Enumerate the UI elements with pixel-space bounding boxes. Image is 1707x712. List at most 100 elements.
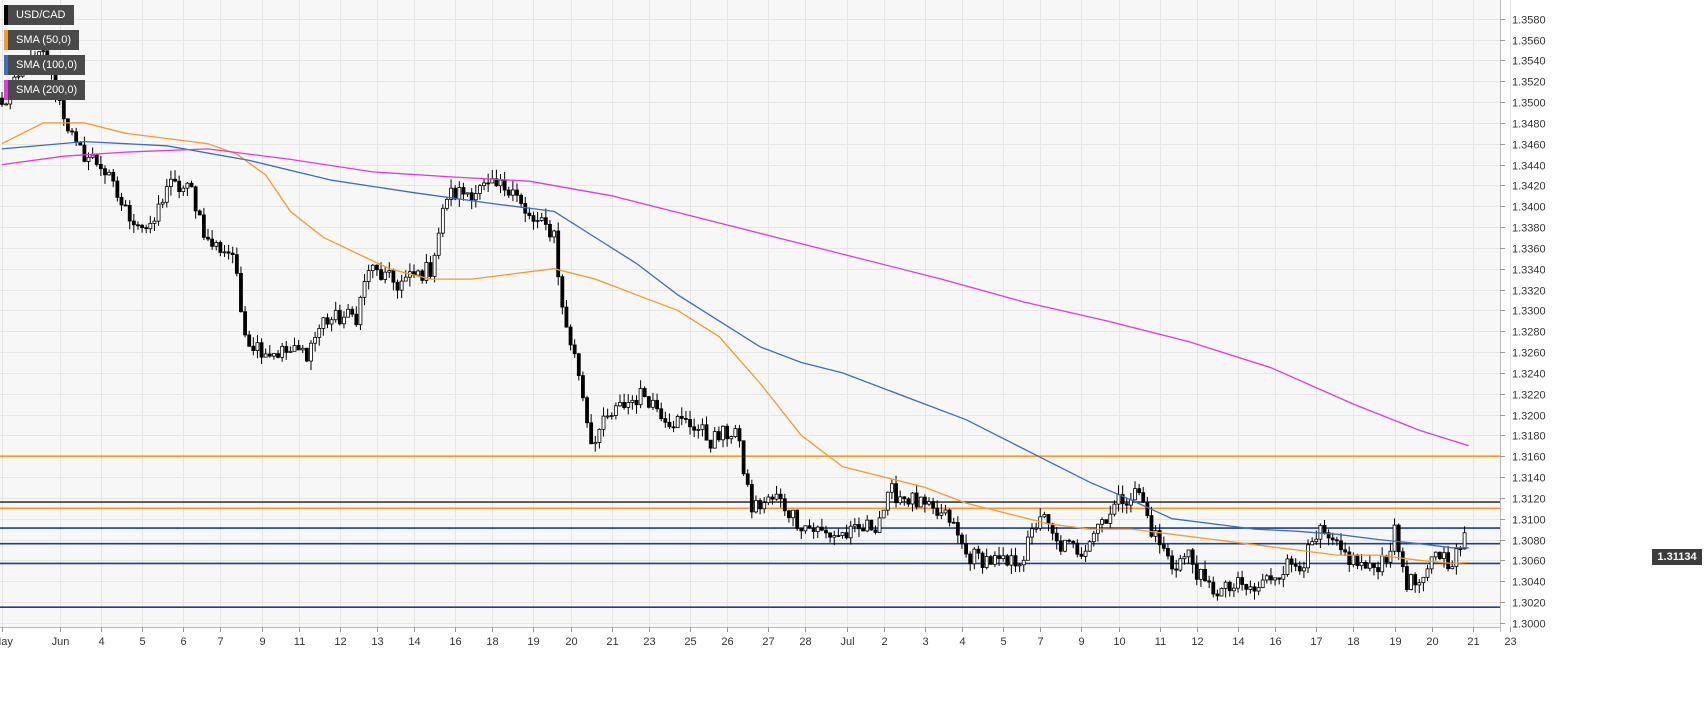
sma-line — [1, 122, 1469, 565]
candle-body — [103, 168, 107, 176]
candle-body — [239, 273, 243, 313]
candle-body — [593, 442, 598, 445]
candle-body — [510, 189, 515, 196]
candle-body — [482, 182, 486, 187]
candle-body — [131, 220, 136, 226]
candle-body — [1001, 555, 1006, 560]
legend-item-sma200[interactable]: SMA (200,0) — [4, 80, 86, 100]
price-tick-label: 1.3060 — [1512, 556, 1546, 568]
candle-body — [1281, 574, 1286, 580]
candle-body — [609, 415, 614, 417]
candle-body — [972, 548, 977, 565]
price-tick-label: 1.3220 — [1512, 390, 1546, 402]
candle-body — [304, 347, 309, 362]
candle-body — [844, 532, 849, 539]
last-price-tag: 1.31134 — [1652, 549, 1702, 565]
candle-body — [819, 526, 824, 531]
candle-body — [300, 347, 305, 351]
moving-averages — [1, 122, 1469, 565]
candle-body — [1223, 581, 1228, 589]
candle-body — [1199, 568, 1203, 580]
candle-body — [1207, 580, 1212, 583]
candle-body — [729, 436, 734, 440]
candle-body — [201, 214, 206, 238]
candle-body — [585, 397, 589, 424]
candle-body — [1137, 488, 1142, 494]
candle-body — [148, 222, 153, 230]
time-tick-label: 12 — [334, 636, 346, 648]
candle-body — [234, 254, 239, 274]
candle-body — [634, 399, 639, 406]
candle-body — [218, 242, 223, 253]
candle-body — [379, 269, 383, 280]
candle-body — [626, 402, 631, 408]
candle-body — [1190, 549, 1195, 565]
legend-item-sma50[interactable]: SMA (50,0) — [4, 30, 80, 50]
legend-item-sma100[interactable]: SMA (100,0) — [4, 55, 86, 75]
candle-body — [815, 526, 820, 533]
legend: USD/CAD SMA (50,0) SMA (100,0) SMA (200,… — [4, 5, 86, 105]
candle-body — [993, 555, 997, 565]
candle-body — [762, 502, 767, 510]
candle-body — [1021, 559, 1026, 566]
time-tick-label: 18 — [1347, 636, 1359, 648]
candle-body — [329, 319, 334, 325]
legend-label: SMA (50,0) — [16, 34, 72, 46]
candle-body — [1079, 553, 1084, 557]
candle-body — [1145, 501, 1150, 517]
price-tick-label: 1.3360 — [1512, 244, 1546, 256]
candle-body — [416, 270, 421, 276]
candle-body — [1186, 549, 1191, 558]
candle-body — [1252, 586, 1257, 592]
candle-body — [1236, 577, 1240, 589]
legend-item-usdcad[interactable]: USD/CAD — [4, 5, 74, 25]
price-tick-label: 1.3500 — [1512, 98, 1546, 110]
candle-body — [1149, 515, 1154, 537]
time-tick-label: 19 — [527, 636, 539, 648]
candle-body — [1063, 539, 1067, 552]
candle-body — [906, 498, 911, 505]
candle-body — [309, 342, 313, 362]
candle-body — [951, 521, 956, 524]
candle-body — [758, 500, 762, 510]
candle-body — [774, 493, 779, 500]
candle-body — [737, 428, 742, 442]
price-tick-label: 1.3400 — [1512, 202, 1546, 214]
price-tick-label: 1.3560 — [1512, 36, 1546, 48]
candle-body — [1108, 513, 1113, 524]
candle-body — [964, 543, 968, 555]
candle-body — [560, 276, 565, 308]
candle-body — [939, 512, 944, 516]
candle-body — [1075, 542, 1080, 555]
candle-body — [667, 421, 672, 428]
candle-body — [1166, 547, 1170, 557]
time-tick-label: 7 — [1037, 636, 1043, 648]
candle-body — [881, 509, 886, 519]
candle-body — [770, 496, 775, 500]
candle-body — [1067, 539, 1071, 542]
candle-body — [375, 264, 379, 271]
candle-body — [1339, 540, 1343, 551]
candle-body — [865, 519, 870, 532]
candle-body — [630, 399, 635, 403]
price-tick-label: 1.3320 — [1512, 286, 1546, 298]
candle-body — [214, 242, 219, 247]
candle-body — [1314, 538, 1319, 543]
candle-body — [436, 232, 441, 256]
time-tick-label: 28 — [799, 636, 811, 648]
candle-body — [655, 399, 659, 410]
candle-body — [107, 171, 112, 176]
price-tick-label: 1.3040 — [1512, 577, 1546, 589]
candle-body — [968, 553, 973, 565]
candle-body — [922, 496, 927, 505]
candle-body — [613, 405, 618, 416]
time-tick-label: 11 — [294, 636, 305, 648]
candle-body — [337, 309, 342, 325]
candle-body — [1330, 537, 1335, 541]
candle-body — [255, 342, 260, 351]
candle-body — [799, 527, 804, 532]
candle-body — [1153, 530, 1158, 537]
candle-body — [469, 192, 474, 201]
candle-body — [1030, 528, 1034, 538]
candle-body — [741, 440, 746, 475]
